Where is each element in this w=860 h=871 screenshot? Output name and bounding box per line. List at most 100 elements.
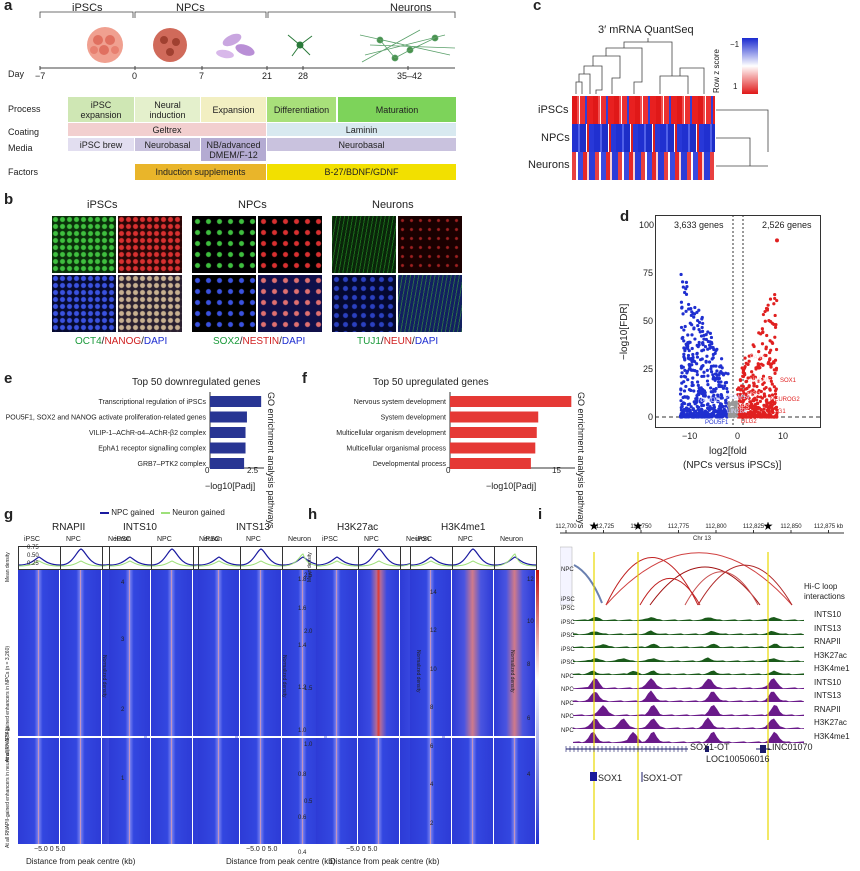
volcano-point-down <box>690 359 694 364</box>
volcano-point-up <box>769 415 773 419</box>
bar-label-3: EphA1 receptor signalling complex <box>98 446 206 453</box>
volcano-point-down <box>700 403 704 408</box>
volcano-point-up <box>756 412 761 417</box>
micrograph-dapi-npc <box>192 275 256 332</box>
volcano-point-down <box>687 402 692 406</box>
volcano-point-down <box>681 312 685 316</box>
volcano-point-down <box>683 324 687 329</box>
volcano-point-up <box>759 389 763 394</box>
mean-density-profile <box>410 546 453 570</box>
volcano-point-down <box>707 360 712 364</box>
i-hic-arcs <box>560 546 793 606</box>
i-chrom: Chr 13 <box>693 536 712 542</box>
volcano-point-down <box>685 371 689 375</box>
volcano-point-up <box>747 359 751 363</box>
volcano-point-down <box>709 345 713 349</box>
volcano-point-up <box>746 390 751 395</box>
track-mark-8: H3K27ac <box>814 718 847 727</box>
i-coord-axis: 112,700 112,725 112,750 112,775 112,800 112,8… <box>555 524 844 534</box>
volcano-point-down <box>684 292 689 296</box>
e-title: Top 50 downregulated genes <box>132 377 261 388</box>
legend-neuron-line <box>161 511 171 514</box>
h-mark-h3k4me1: H3K4me1 <box>441 522 486 533</box>
volcano-point-up <box>775 298 779 303</box>
mean-density-profile <box>494 546 537 570</box>
h-cbar1-12: 12 <box>430 628 437 634</box>
c-row-dendrogram <box>716 109 769 167</box>
heatmap-bottom <box>109 738 150 844</box>
g-xticks-1: −5.0 0 5.0 <box>34 846 66 853</box>
g-cbar1-2: 2 <box>121 707 125 713</box>
d-gene-olig1: OLIG1 <box>768 409 786 415</box>
d-xlabel-2: (NPCs versus iPSCs)] <box>683 460 782 471</box>
volcano-point-up <box>766 409 770 413</box>
volcano-point-up <box>773 371 777 376</box>
track-signal <box>573 717 804 729</box>
g-cbar1-4: 4 <box>121 580 125 586</box>
heat-col-ipsc: iPSC <box>416 536 432 543</box>
volcano-point-down <box>714 415 718 419</box>
bar-4 <box>210 458 245 469</box>
volcano-point-down <box>691 355 695 360</box>
caption-tuj1: TUJ1 <box>357 336 381 347</box>
g-cbar3-12: 1.2 <box>298 685 307 691</box>
volcano-point-up <box>761 330 765 335</box>
volcano-point-up <box>773 335 777 339</box>
volcano-point-down <box>721 404 725 409</box>
day-0: 0 <box>132 71 138 81</box>
volcano-point-down <box>715 376 719 380</box>
volcano-point-up <box>762 392 766 396</box>
e-bar-chart: Transcriptional regulation of iPSCs POU5F… <box>6 392 264 469</box>
volcano-point-down <box>707 415 712 419</box>
row-label-coating: Coating <box>8 127 40 137</box>
b-group-ipscs: iPSCs <box>87 199 118 211</box>
coord-label-3: 112,775 <box>668 524 690 530</box>
volcano-point-ns <box>731 400 734 404</box>
volcano-point-up <box>739 399 743 404</box>
volcano-point-up <box>759 362 764 366</box>
i-hic-label-1: Hi-C loop <box>804 582 838 591</box>
panel-g-label: g <box>4 506 14 523</box>
micrograph-dapi-neuron <box>332 275 396 332</box>
track-cell-4: iPSC <box>561 660 575 666</box>
volcano-point-down <box>689 313 693 318</box>
media-neurobasal-2: Neurobasal <box>267 138 456 151</box>
volcano-point-down <box>692 315 696 319</box>
bar-label-0: Transcriptional regulation of iPSCs <box>98 399 206 406</box>
heatmap-top <box>358 570 399 736</box>
volcano-point-up <box>751 373 755 377</box>
row-label-factors: Factors <box>8 167 39 177</box>
volcano-point-down <box>684 384 688 389</box>
volcano-point-down <box>711 377 715 381</box>
volcano-point-down <box>688 410 693 415</box>
volcano-point-up <box>755 384 759 389</box>
track-cell-2: iPSC <box>561 633 575 639</box>
volcano-point-up <box>757 362 761 367</box>
bar-label-3: Multicellular organismal process <box>346 446 446 453</box>
volcano-point-down <box>691 407 695 411</box>
volcano-point-down <box>689 307 693 311</box>
i-gene-models <box>565 745 770 782</box>
volcano-point-down <box>717 407 721 411</box>
volcano-point-up <box>768 357 772 361</box>
heatmap-bottom <box>18 738 59 844</box>
bar-label-4: Developmental process <box>373 461 447 468</box>
d-xtick-10: 10 <box>778 431 789 441</box>
volcano-point-up <box>736 393 740 397</box>
day-minus7: −7 <box>35 71 46 81</box>
f-xlabel: −log10[Padj] <box>486 481 537 491</box>
volcano-point-down <box>684 280 689 285</box>
volcano-point-up <box>740 403 745 407</box>
coord-label-7: 112,875 kb <box>814 524 844 530</box>
day-7: 7 <box>199 71 205 81</box>
volcano-point-up <box>763 411 767 415</box>
volcano-point-down <box>691 376 695 380</box>
track-cell-5: NPC <box>561 673 574 680</box>
volcano-point-down <box>682 352 686 356</box>
caption-nestin: NESTIN <box>242 336 280 347</box>
volcano-point-down <box>687 367 691 371</box>
volcano-point-up <box>763 319 767 323</box>
caption-nanog: NANOG <box>104 336 142 347</box>
track-signal <box>573 690 804 702</box>
volcano-point-up <box>761 312 765 317</box>
